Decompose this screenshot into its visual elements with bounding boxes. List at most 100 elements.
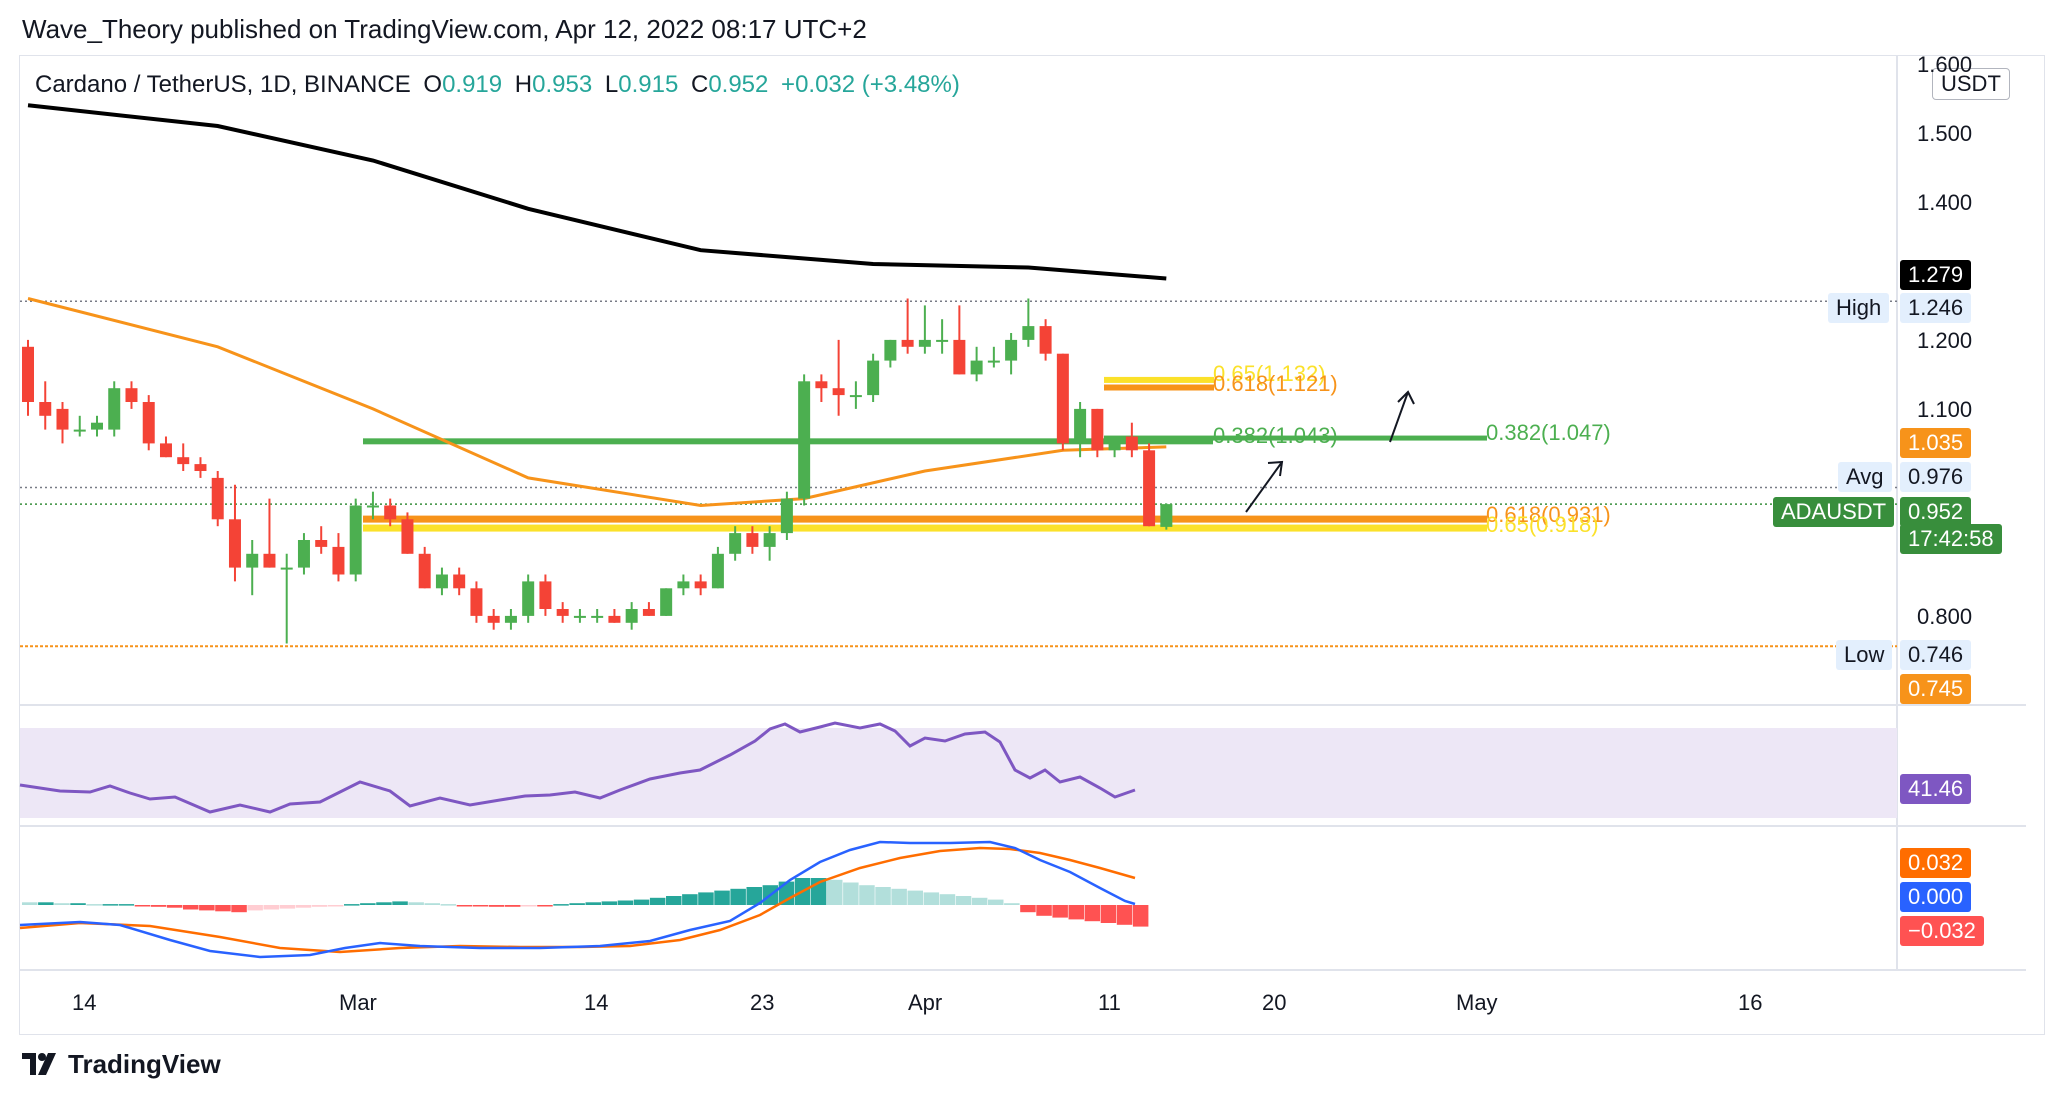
macd-histogram-bar	[569, 903, 585, 905]
macd-histogram-bar	[746, 887, 762, 905]
macd-histogram-bar	[166, 905, 183, 908]
ma200-line	[27, 103, 1167, 281]
macd-histogram-bar	[440, 904, 457, 906]
candle-body	[194, 464, 207, 471]
macd-histogram-bar	[247, 905, 263, 911]
time-tick: 20	[1262, 990, 1287, 1015]
macd-histogram-bar	[408, 902, 424, 905]
time-tick: 14	[72, 990, 97, 1015]
candle-body	[142, 402, 155, 444]
candle-body	[177, 457, 190, 465]
candle-body	[711, 553, 724, 589]
candle-body	[228, 519, 241, 568]
candle-body	[522, 581, 535, 616]
high-label-tag: High	[1828, 293, 1890, 323]
chart-frame	[19, 55, 2045, 1035]
macd-histogram-bar	[102, 904, 118, 906]
macd-histogram-bar	[939, 894, 956, 905]
symbol-name[interactable]: Cardano / TetherUS, 1D, BINANCE	[35, 71, 411, 98]
currency-button[interactable]: USDT	[1932, 68, 2010, 100]
fib-label-0618-bottom: 0.618(0.931)	[1486, 502, 1611, 527]
rsi-line	[19, 721, 1136, 814]
candle-body	[315, 540, 328, 547]
macd-histogram-bar	[617, 900, 634, 905]
macd-histogram-bar	[859, 885, 875, 905]
macd-histogram-bar	[843, 882, 859, 905]
arrow-line	[1389, 391, 1409, 443]
time-tick: Mar	[339, 990, 377, 1015]
macd-histogram-bar	[344, 904, 360, 906]
candle-body	[591, 615, 604, 618]
candle-body	[849, 395, 862, 398]
macd-histogram-bar	[1084, 905, 1101, 922]
fib-label-0618-top: 0.618(1.121)	[1213, 371, 1338, 396]
fib-line-0618-bottom	[363, 515, 1487, 523]
legend-change: +0.032 (+3.48%)	[781, 71, 960, 98]
ma50-price-tag: 1.035	[1900, 428, 1972, 458]
candle-body	[504, 615, 517, 623]
macd-histogram-bar	[1132, 905, 1149, 927]
macd-histogram-bar	[1036, 905, 1052, 916]
candle-body	[746, 533, 759, 547]
macd-histogram-bar	[70, 903, 86, 905]
macd-histogram-bar	[327, 905, 344, 907]
candle-body	[401, 519, 414, 554]
candle-body	[729, 533, 742, 554]
macd-histogram-bar	[988, 899, 1004, 905]
symbol-price-label: ADAUSDT	[1773, 497, 1895, 527]
candle-body	[677, 581, 690, 589]
macd-histogram-bar	[1116, 905, 1133, 925]
legend-close: C0.952	[690, 71, 769, 98]
macd-histogram-bar	[923, 892, 940, 905]
candle-body	[901, 339, 914, 347]
candle-body	[832, 388, 845, 396]
low-value-tag: 0.746	[1900, 640, 1972, 670]
ma50-line	[27, 297, 1167, 508]
candle-body	[56, 408, 69, 430]
macd-histogram-bar	[698, 892, 714, 905]
price-tick: 1.100	[1917, 397, 1973, 422]
arrow-line	[1245, 461, 1283, 513]
macd-histogram-bar	[553, 904, 569, 906]
footer-brand[interactable]: TradingView	[22, 1046, 221, 1082]
candle-countdown: 17:42:58	[1900, 524, 2002, 554]
macd-histogram-bar	[231, 905, 247, 913]
candle-body	[953, 339, 966, 375]
macd-histogram-bar	[86, 904, 102, 906]
fib-line-0382-left	[363, 438, 1213, 445]
candle-body	[539, 581, 552, 609]
macd-histogram-bar	[134, 905, 151, 907]
macd-histogram-tag: −0.032	[1900, 916, 1984, 946]
macd-histogram-bar	[279, 905, 296, 909]
macd-histogram-bar	[601, 901, 618, 905]
macd-histogram-bar	[472, 905, 489, 907]
candle-body	[108, 388, 121, 430]
candle-body	[936, 339, 949, 342]
candle-body	[366, 505, 379, 508]
macd-histogram-bar	[891, 888, 907, 905]
avg-value-tag: 0.976	[1900, 462, 1972, 492]
macd-histogram-bar	[488, 905, 505, 907]
candle-body	[332, 546, 345, 575]
fib-label-0382-right: 0.382(1.047)	[1486, 420, 1611, 445]
candle-body	[453, 574, 466, 589]
macd-histogram-bar	[376, 902, 392, 905]
time-tick: Apr	[908, 990, 943, 1015]
candle-body	[867, 360, 880, 396]
time-tick: May	[1456, 990, 1498, 1015]
macd-histogram-bar	[183, 905, 199, 910]
macd-signal-tag: 0.032	[1900, 848, 1972, 878]
macd-histogram-bar	[1004, 903, 1020, 905]
macd-histogram-bar	[150, 905, 167, 907]
candle-body	[384, 505, 397, 520]
candle-body	[90, 422, 103, 430]
candle-body	[246, 553, 259, 568]
candle-body	[280, 567, 293, 570]
price-tick: 1.200	[1917, 328, 1973, 353]
macd-histogram-bar	[392, 901, 408, 905]
fib-label-065-top: 0.65(1.132)	[1213, 361, 1326, 386]
candle-body	[263, 553, 276, 568]
avg-label-tag: Avg	[1838, 462, 1892, 492]
candle-body	[1143, 450, 1156, 527]
